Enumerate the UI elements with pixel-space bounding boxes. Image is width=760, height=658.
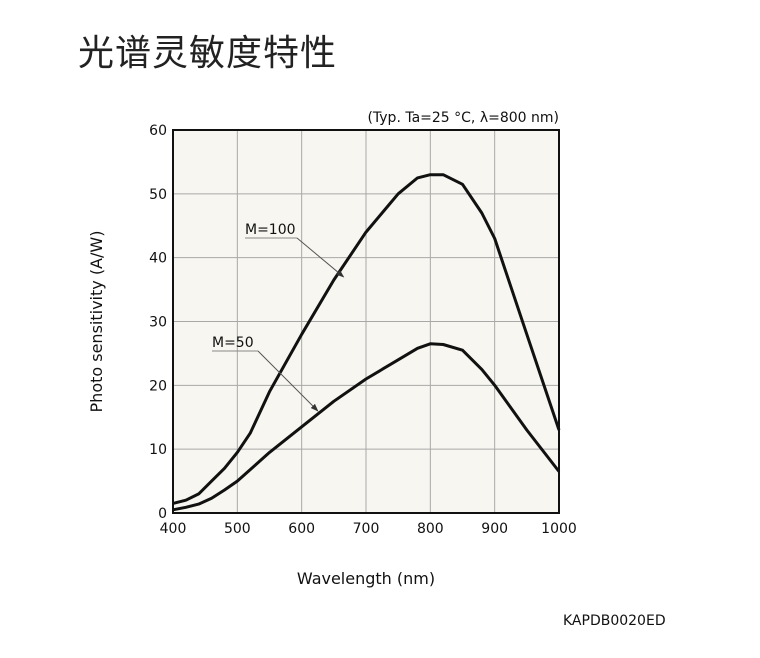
y-tick-label: 50 [149,187,167,203]
x-tick-label: 500 [224,521,251,537]
x-tick-label: 800 [417,521,444,537]
y-tick-label: 40 [149,251,167,267]
y-tick-label: 60 [149,123,167,139]
page-title: 光谱灵敏度特性 [78,33,338,74]
x-tick-label: 900 [481,521,508,537]
y-axis-label: Photo sensitivity (A/W) [87,231,106,413]
series-label: M=100 [245,222,296,238]
series-line-m-100 [172,173,561,505]
x-tick-label: 400 [160,521,187,537]
label-leader-arrow [257,350,319,412]
x-tick-label: 700 [353,521,380,537]
y-tick-label: 30 [149,315,167,331]
chart-annotation: (Typ. Ta=25 °C, λ=800 nm) [367,110,559,126]
series-label: M=50 [212,335,254,351]
series-line-m-50 [172,342,561,512]
x-tick-label: 1000 [541,521,577,537]
x-tick-label: 600 [288,521,315,537]
y-tick-label: 0 [158,506,167,522]
label-leader-arrow [296,237,345,278]
y-tick-label: 10 [149,442,167,458]
x-axis-label: Wavelength (nm) [297,569,435,588]
y-tick-label: 20 [149,378,167,394]
figure-code: KAPDB0020ED [563,613,666,629]
plot-frame [172,129,560,514]
